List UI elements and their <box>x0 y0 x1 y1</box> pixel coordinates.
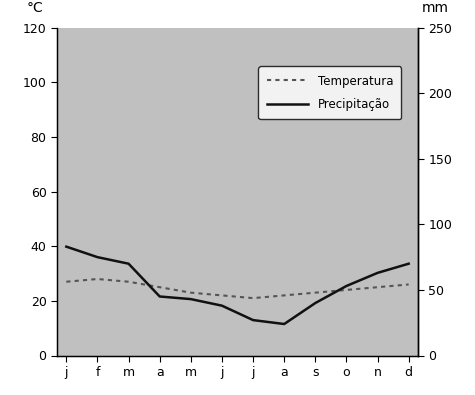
Legend: Temperatura, Precipitação: Temperatura, Precipitação <box>258 66 401 120</box>
Text: °C: °C <box>26 0 43 15</box>
Text: mm: mm <box>422 0 449 15</box>
